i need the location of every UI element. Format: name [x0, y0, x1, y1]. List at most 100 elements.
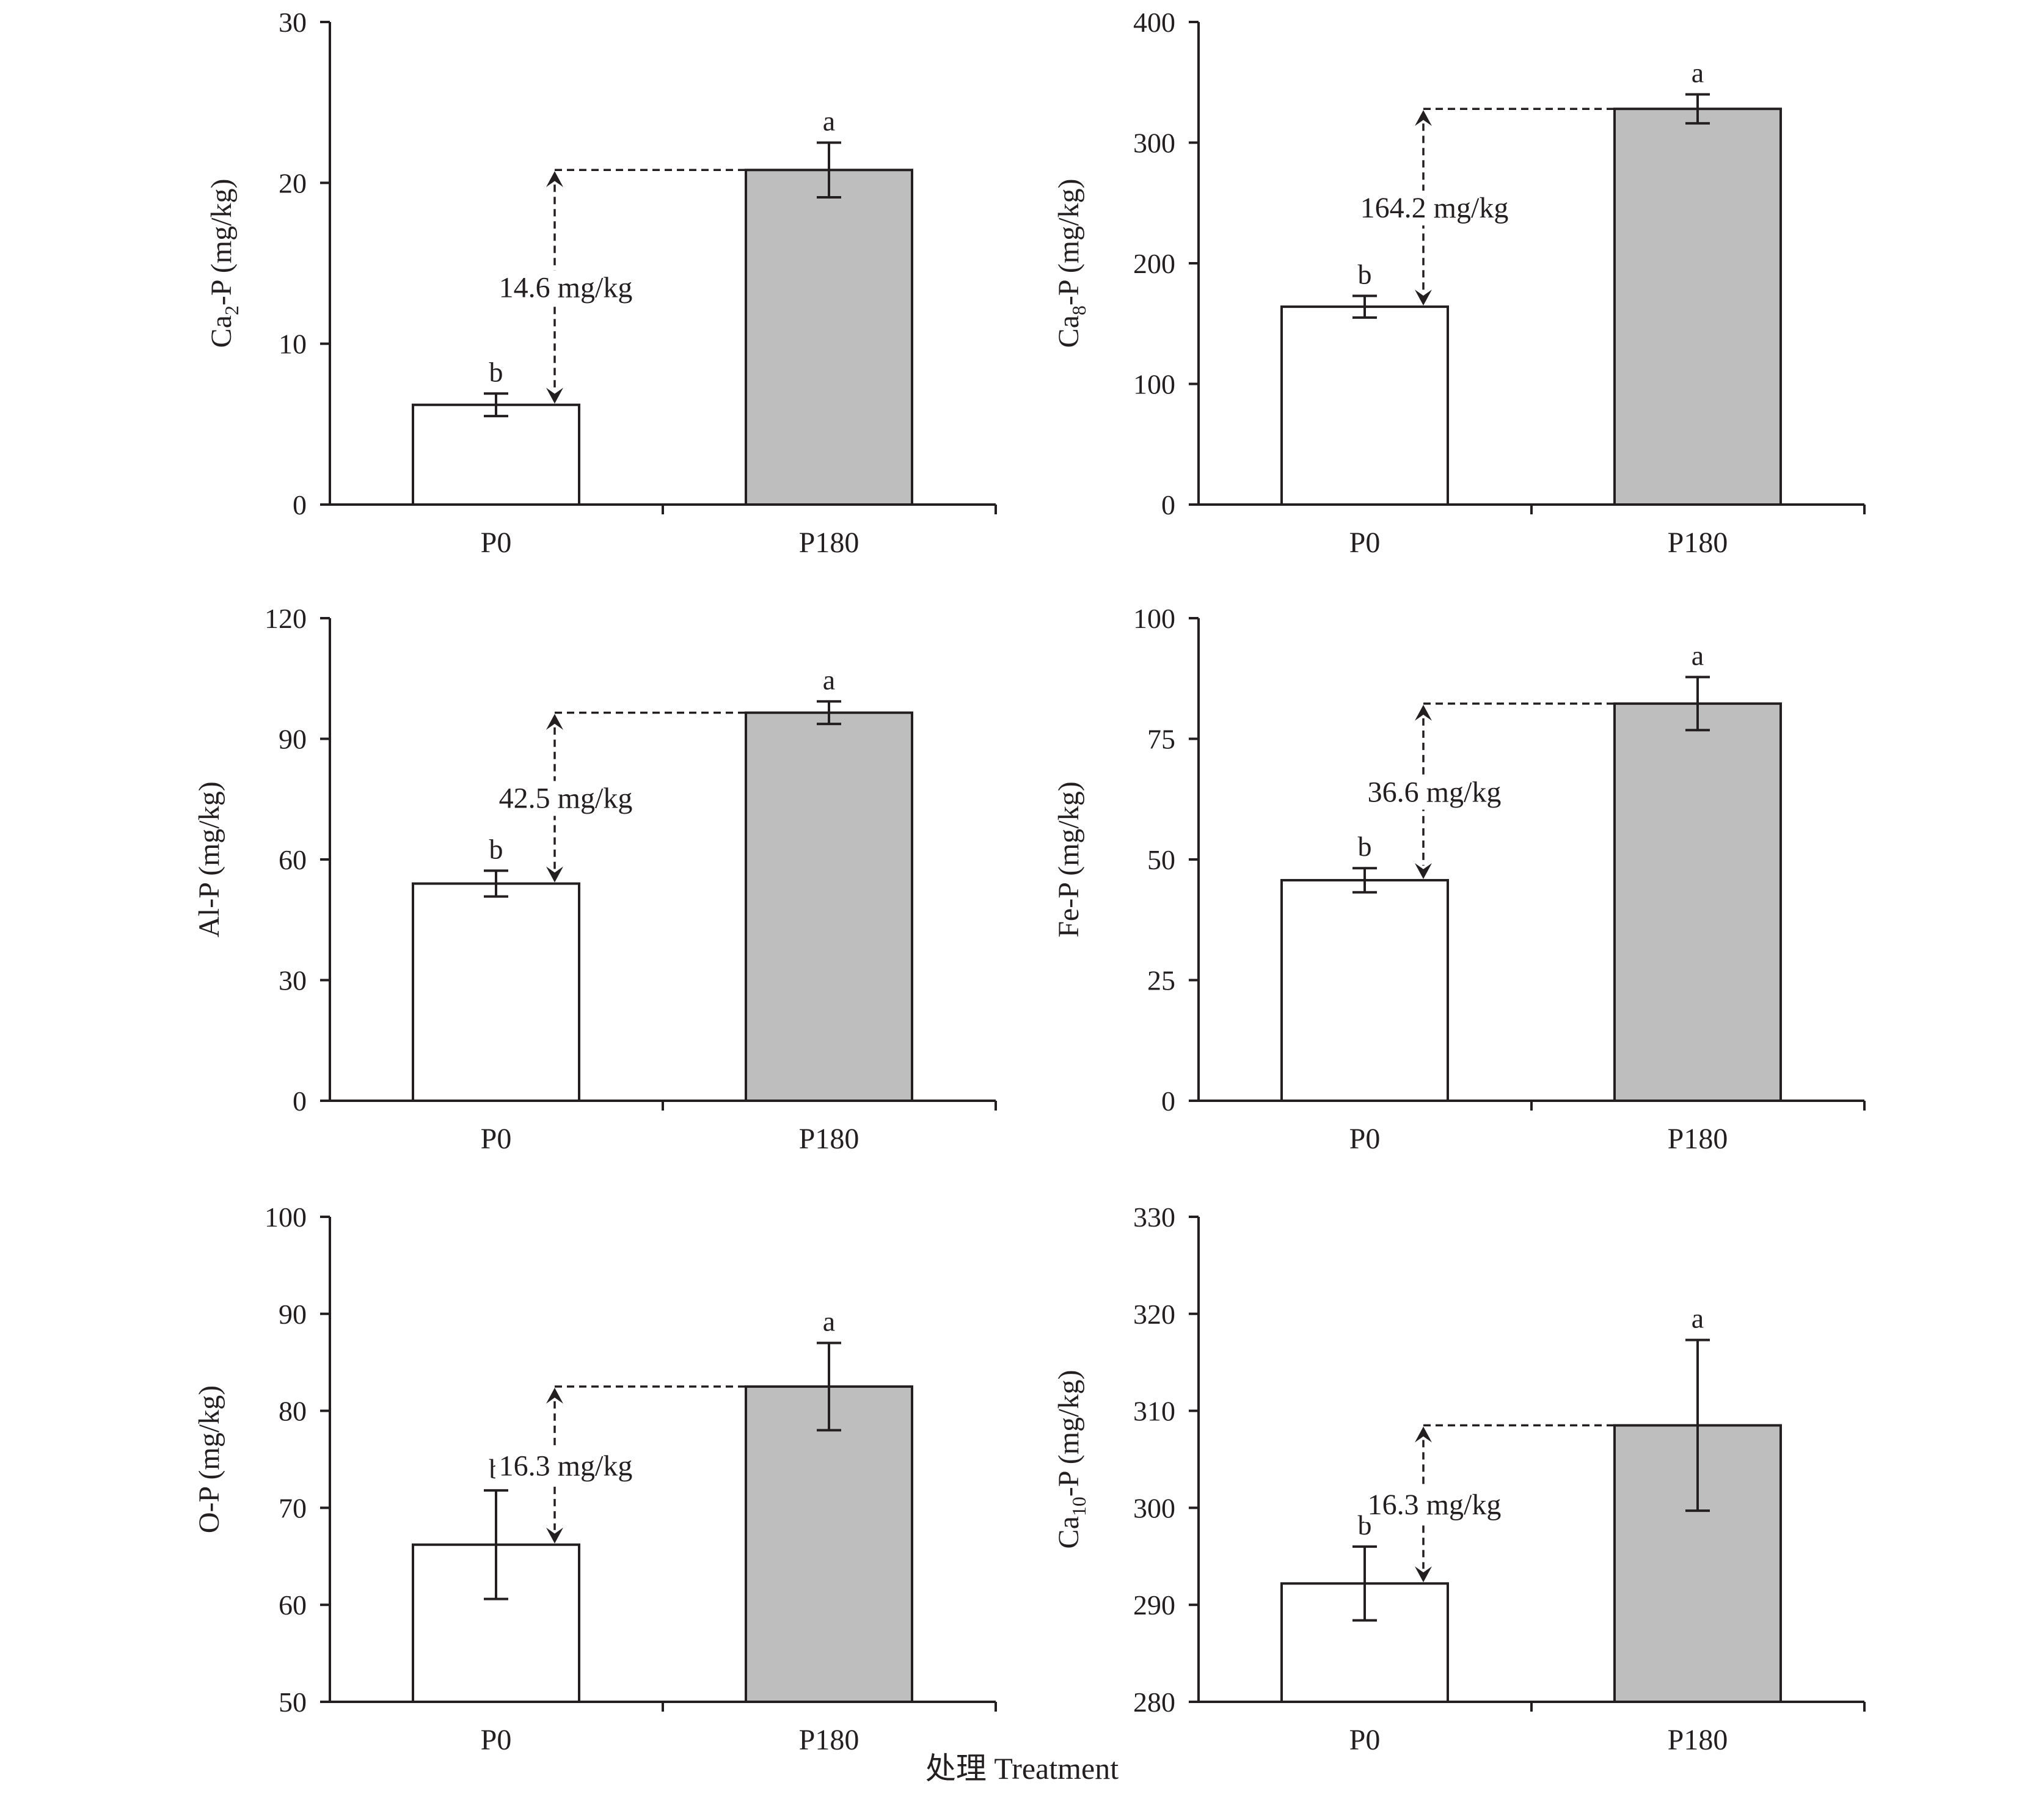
y-axis-label-main: Ca — [1053, 1516, 1085, 1548]
difference-label-background — [495, 270, 637, 305]
y-tick-label: 0 — [1161, 489, 1175, 520]
significance-letter: a — [1692, 1303, 1704, 1334]
y-tick-label: 90 — [279, 1299, 307, 1330]
y-tick-label: 300 — [1133, 128, 1175, 159]
significance-letter: b — [489, 356, 503, 387]
significance-letter: b — [489, 833, 503, 864]
y-tick-label: 25 — [1147, 965, 1175, 996]
y-axis-label-main: O-P (mg/kg) — [193, 1385, 225, 1533]
x-category-label: P0 — [481, 1123, 512, 1155]
y-tick-label: 50 — [279, 1687, 307, 1718]
y-tick-label: 20 — [279, 167, 307, 199]
y-tick-label: 290 — [1133, 1589, 1175, 1621]
arrow-head-up — [546, 1387, 563, 1404]
y-axis-label: Ca8-P (mg/kg) — [1053, 179, 1090, 348]
y-axis-label-rest: -P (mg/kg) — [205, 179, 238, 306]
y-axis-label: Ca2-P (mg/kg) — [205, 179, 243, 348]
y-tick-label: 90 — [279, 724, 307, 755]
y-axis-label-main: Ca — [205, 315, 238, 348]
bar-p180 — [745, 1385, 913, 1703]
bar-p180 — [745, 169, 913, 506]
x-axis-title: 处理 Treatment — [925, 1751, 1119, 1786]
y-tick-label: 60 — [279, 844, 307, 875]
x-category-label: P180 — [1668, 1123, 1728, 1155]
significance-letter: a — [1692, 640, 1704, 671]
bar-p180 — [745, 711, 913, 1103]
bar-p0 — [1280, 878, 1449, 1102]
y-tick-label: 30 — [279, 7, 307, 38]
x-category-label: P0 — [1349, 1724, 1381, 1756]
y-axis-label-subscript: 8 — [1068, 305, 1090, 315]
y-axis-label: Al-P (mg/kg) — [193, 781, 225, 938]
x-category-label: P180 — [799, 1724, 860, 1756]
arrow-head-up — [1415, 110, 1432, 126]
difference-label: 14.6 mg/kg — [499, 272, 633, 304]
y-tick-label: 30 — [279, 965, 307, 996]
x-category-label: P180 — [799, 527, 860, 559]
difference-label: 36.6 mg/kg — [1368, 776, 1502, 808]
y-tick-label: 60 — [279, 1589, 307, 1621]
y-tick-label: 100 — [1133, 603, 1175, 634]
difference-label-background — [495, 781, 637, 816]
y-axis-label-rest: -P (mg/kg) — [1053, 179, 1085, 306]
arrow-head-down — [546, 866, 563, 883]
y-tick-label: 0 — [1161, 1085, 1175, 1117]
y-tick-label: 70 — [279, 1492, 307, 1523]
y-tick-label: 280 — [1133, 1687, 1175, 1718]
chart-panels: 0 10 20 30 Ca2-P (mg/kg) b P0 a P180 14.6 mg/kg 0 1… — [193, 7, 1866, 1756]
y-tick-label: 0 — [293, 489, 307, 520]
chart-panel-2: 0 100 200 300 400 Ca8-P (mg/kg) b P0 a P180 164.2 … — [1053, 7, 1866, 559]
y-tick-label: 10 — [279, 329, 307, 360]
arrow-head-down — [1415, 290, 1432, 306]
y-tick-label: 50 — [1147, 844, 1175, 875]
y-tick-label: 100 — [265, 1202, 307, 1233]
bar-p0 — [412, 882, 580, 1102]
significance-letter: a — [823, 664, 835, 695]
arrow-head-up — [1415, 704, 1432, 721]
arrow-head-up — [1415, 1426, 1432, 1443]
x-category-label: P0 — [1349, 527, 1381, 559]
significance-letter: b — [1358, 258, 1372, 290]
difference-label: 16.3 mg/kg — [499, 1450, 633, 1482]
bar-p180 — [1613, 108, 1782, 506]
y-axis-label: O-P (mg/kg) — [193, 1385, 225, 1533]
x-category-label: P180 — [1668, 1724, 1728, 1756]
y-axis-label-main: Fe-P (mg/kg) — [1053, 781, 1085, 938]
y-axis-label: Ca10-P (mg/kg) — [1053, 1370, 1090, 1549]
difference-label: 42.5 mg/kg — [499, 782, 633, 815]
arrow-head-down — [546, 387, 563, 404]
difference-label-background — [1363, 1487, 1505, 1522]
y-tick-label: 320 — [1133, 1299, 1175, 1330]
y-tick-label: 400 — [1133, 7, 1175, 38]
significance-letter: b — [1358, 831, 1372, 862]
difference-label: 16.3 mg/kg — [1368, 1489, 1502, 1521]
significance-letter: a — [823, 106, 835, 137]
y-axis-label-main: Ca — [1053, 315, 1085, 348]
significance-letter: a — [823, 1305, 835, 1337]
y-axis-label-main: Al-P (mg/kg) — [193, 781, 225, 938]
y-tick-label: 100 — [1133, 369, 1175, 400]
y-tick-label: 200 — [1133, 248, 1175, 279]
arrow-head-down — [546, 1527, 563, 1544]
x-category-label: P180 — [1668, 527, 1728, 559]
significance-letter: a — [1692, 57, 1704, 89]
difference-label-background — [1356, 191, 1513, 226]
chart-panel-1: 0 10 20 30 Ca2-P (mg/kg) b P0 a P180 14.6 mg/kg — [205, 7, 997, 559]
y-tick-label: 80 — [279, 1396, 307, 1427]
y-axis-label-subscript: 10 — [1068, 1497, 1090, 1516]
difference-label: 164.2 mg/kg — [1360, 192, 1509, 224]
y-tick-label: 310 — [1133, 1396, 1175, 1427]
y-axis-label: Fe-P (mg/kg) — [1053, 781, 1085, 938]
chart-panel-3: 0 30 60 90 120 Al-P (mg/kg) b P0 a P180 42.5 mg/kg — [193, 603, 997, 1155]
y-axis-label-rest: -P (mg/kg) — [1053, 1370, 1085, 1497]
arrow-head-down — [1415, 863, 1432, 879]
chart-panel-4: 0 25 50 75 100 Fe-P (mg/kg) b P0 a P180 36.6 mg/kg — [1053, 603, 1866, 1155]
y-tick-label: 0 — [293, 1085, 307, 1117]
x-category-label: P0 — [481, 1724, 512, 1756]
arrow-head-up — [546, 713, 563, 730]
y-tick-label: 120 — [265, 603, 307, 634]
bar-p0 — [412, 403, 580, 506]
y-tick-label: 330 — [1133, 1202, 1175, 1233]
